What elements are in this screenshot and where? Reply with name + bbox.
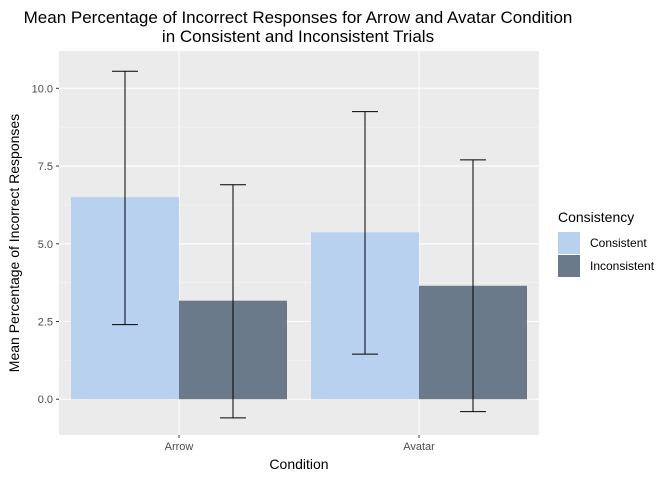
y-axis-ticks: 0.0 2.5 5.0 7.5 10.0 [32, 83, 59, 406]
legend-key-consistent [558, 232, 580, 254]
chart-title-line-1: Mean Percentage of Incorrect Responses f… [24, 8, 573, 27]
error-bars [112, 70, 486, 419]
legend-label-consistent: Consistent [590, 236, 647, 250]
legend: Consistency Consistent Inconsistent [558, 209, 655, 277]
x-axis-ticks: Arrow Avatar [165, 435, 435, 453]
y-tick-label: 7.5 [38, 161, 53, 173]
legend-key-inconsistent [558, 255, 580, 277]
chart-title-line-2: in Consistent and Inconsistent Trials [162, 27, 434, 46]
y-tick-label: 10.0 [32, 83, 53, 95]
legend-label-inconsistent: Inconsistent [590, 259, 655, 273]
y-axis-title: Mean Percentage of Incorrect Responses [6, 114, 22, 372]
y-tick-label: 5.0 [38, 239, 53, 251]
y-tick-label: 0.0 [38, 394, 53, 406]
y-tick-label: 2.5 [38, 317, 53, 329]
x-tick-label: Arrow [165, 441, 194, 453]
x-axis-title: Condition [269, 456, 328, 472]
x-tick-label: Avatar [403, 441, 435, 453]
legend-title: Consistency [558, 209, 634, 225]
